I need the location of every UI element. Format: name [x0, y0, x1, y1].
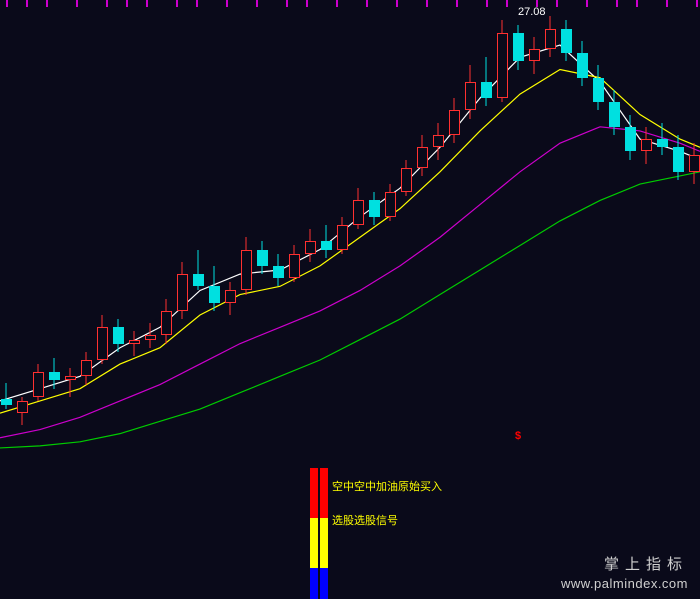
- candle: [97, 0, 108, 450]
- candle: [593, 0, 604, 450]
- candle: [113, 0, 124, 450]
- candle: [641, 0, 652, 450]
- candle: [577, 0, 588, 450]
- candle: [561, 0, 572, 450]
- candle: [417, 0, 428, 450]
- candle: [81, 0, 92, 450]
- candle: [529, 0, 540, 450]
- indicator-bar: [310, 468, 318, 518]
- candle: [193, 0, 204, 450]
- indicator-bar: [320, 568, 328, 599]
- candle: [369, 0, 380, 450]
- indicator-bar: [310, 518, 318, 568]
- candle: [465, 0, 476, 450]
- candle: [481, 0, 492, 450]
- candle: [497, 0, 508, 450]
- candle: [689, 0, 700, 450]
- indicator-bar: [310, 568, 318, 599]
- candle: [177, 0, 188, 450]
- candle: [289, 0, 300, 450]
- candle: [1, 0, 12, 450]
- watermark: 掌上指标 www.palmindex.com: [561, 553, 688, 591]
- candle: [609, 0, 620, 450]
- candle: [625, 0, 636, 450]
- candle: [49, 0, 60, 450]
- candle: [209, 0, 220, 450]
- indicator-bar: [320, 518, 328, 568]
- candle: [225, 0, 236, 450]
- signal-marker: $: [515, 430, 521, 442]
- candle: [305, 0, 316, 450]
- candle: [145, 0, 156, 450]
- indicator-bar: [320, 468, 328, 518]
- candle: [33, 0, 44, 450]
- indicator-label: 空中空中加油原始买入: [332, 478, 442, 494]
- candle: [385, 0, 396, 450]
- watermark-cn: 掌上指标: [561, 553, 688, 574]
- candle: [241, 0, 252, 450]
- candle: [129, 0, 140, 450]
- candle: [545, 0, 556, 450]
- indicator-label: 选股选股信号: [332, 512, 398, 528]
- candle: [433, 0, 444, 450]
- watermark-en: www.palmindex.com: [561, 576, 688, 591]
- candle: [161, 0, 172, 450]
- time-tick: [76, 0, 78, 7]
- price-label: 27.08: [518, 6, 546, 18]
- candle: [513, 0, 524, 450]
- candle: [401, 0, 412, 450]
- candle: [449, 0, 460, 450]
- candle: [257, 0, 268, 450]
- candle: [17, 0, 28, 450]
- time-tick: [636, 0, 638, 7]
- candle: [353, 0, 364, 450]
- candle: [321, 0, 332, 450]
- candle: [65, 0, 76, 450]
- candle: [337, 0, 348, 450]
- candlestick-chart: 27.08 $: [0, 0, 700, 450]
- candle: [673, 0, 684, 450]
- candle: [273, 0, 284, 450]
- time-tick: [396, 0, 398, 7]
- candle: [657, 0, 668, 450]
- time-tick: [556, 0, 558, 7]
